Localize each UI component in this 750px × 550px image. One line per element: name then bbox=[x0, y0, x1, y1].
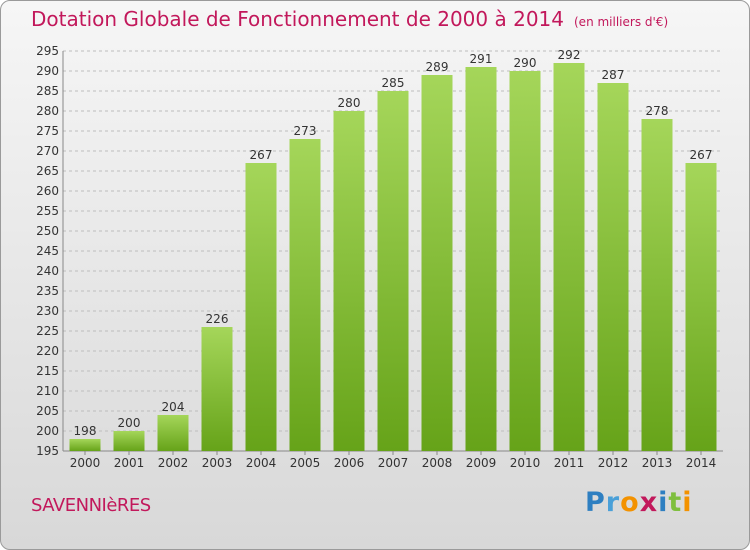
value-label: 292 bbox=[558, 48, 581, 62]
y-tick-label: 280 bbox=[36, 104, 59, 118]
y-tick-label: 235 bbox=[36, 284, 59, 298]
x-tick-label: 2005 bbox=[290, 456, 321, 470]
proxiti-logo: Proxiti bbox=[585, 487, 693, 518]
value-label: 226 bbox=[206, 312, 229, 326]
x-tick-label: 2001 bbox=[114, 456, 145, 470]
value-label: 198 bbox=[74, 424, 97, 438]
x-tick-label: 2014 bbox=[686, 456, 717, 470]
logo-letter: r bbox=[605, 487, 621, 518]
value-label: 267 bbox=[690, 148, 713, 162]
y-tick-label: 285 bbox=[36, 84, 59, 98]
value-labels: 198 200 204 226 267 273 280 285 289 291 290 292 287 2… bbox=[74, 48, 713, 438]
value-label: 287 bbox=[602, 68, 625, 82]
y-tick-label: 220 bbox=[36, 344, 59, 358]
chart-unit: (en milliers d'€) bbox=[574, 15, 669, 29]
x-tick-label: 2002 bbox=[158, 456, 189, 470]
y-tick-label: 215 bbox=[36, 364, 59, 378]
x-tick-label: 2010 bbox=[510, 456, 541, 470]
logo-letter: o bbox=[620, 487, 640, 518]
x-tick-label: 2012 bbox=[598, 456, 629, 470]
x-tick-label: 2011 bbox=[554, 456, 585, 470]
y-tick-label: 250 bbox=[36, 224, 59, 238]
y-tick-label: 245 bbox=[36, 244, 59, 258]
bar-2002 bbox=[157, 415, 189, 451]
title-row: Dotation Globale de Fonctionnement de 20… bbox=[31, 7, 668, 31]
bar-2007 bbox=[377, 91, 409, 451]
bar-2004 bbox=[245, 163, 277, 451]
bars bbox=[69, 63, 717, 451]
y-tick-label: 260 bbox=[36, 184, 59, 198]
value-label: 273 bbox=[294, 124, 317, 138]
chart-title: Dotation Globale de Fonctionnement de 20… bbox=[31, 7, 564, 31]
x-tick-label: 2013 bbox=[642, 456, 673, 470]
bar-2001 bbox=[113, 431, 145, 451]
x-tick-labels: 2000 2001 2002 2003 2004 2005 2006 2007 2008 2009… bbox=[70, 451, 717, 470]
y-tick-label: 265 bbox=[36, 164, 59, 178]
bar-2009 bbox=[465, 67, 497, 451]
logo-letter: i bbox=[682, 487, 693, 518]
y-tick-label: 275 bbox=[36, 124, 59, 138]
logo-letter: i bbox=[658, 487, 669, 518]
bar-2013 bbox=[641, 119, 673, 451]
bar-2008 bbox=[421, 75, 453, 451]
bar-2014 bbox=[685, 163, 717, 451]
y-tick-label: 225 bbox=[36, 324, 59, 338]
value-label: 200 bbox=[118, 416, 141, 430]
value-label: 204 bbox=[162, 400, 185, 414]
bar-2010 bbox=[509, 71, 541, 451]
logo-letter: P bbox=[585, 487, 606, 518]
y-tick-label: 270 bbox=[36, 144, 59, 158]
x-tick-label: 2006 bbox=[334, 456, 365, 470]
logo-letter: t bbox=[668, 487, 683, 518]
x-tick-label: 2004 bbox=[246, 456, 277, 470]
value-label: 285 bbox=[382, 76, 405, 90]
y-tick-labels: 195 200 205 210 215 220 225 230 235 240 245 250 255 2… bbox=[36, 44, 59, 458]
bar-2003 bbox=[201, 327, 233, 451]
commune-name: SAVENNIèRES bbox=[31, 495, 151, 516]
y-tick-label: 205 bbox=[36, 404, 59, 418]
y-tick-label: 290 bbox=[36, 64, 59, 78]
y-tick-label: 240 bbox=[36, 264, 59, 278]
x-tick-label: 2000 bbox=[70, 456, 101, 470]
bar-2011 bbox=[553, 63, 585, 451]
x-tick-label: 2003 bbox=[202, 456, 233, 470]
value-label: 267 bbox=[250, 148, 273, 162]
bar-2005 bbox=[289, 139, 321, 451]
x-tick-label: 2008 bbox=[422, 456, 453, 470]
logo-letter: x bbox=[639, 487, 659, 518]
x-tick-label: 2007 bbox=[378, 456, 409, 470]
bar-2012 bbox=[597, 83, 629, 451]
value-label: 290 bbox=[514, 56, 537, 70]
value-label: 291 bbox=[470, 52, 493, 66]
y-tick-label: 200 bbox=[36, 424, 59, 438]
y-tick-label: 195 bbox=[36, 444, 59, 458]
value-label: 280 bbox=[338, 96, 361, 110]
y-tick-label: 210 bbox=[36, 384, 59, 398]
value-label: 278 bbox=[646, 104, 669, 118]
y-tick-label: 230 bbox=[36, 304, 59, 318]
y-tick-label: 295 bbox=[36, 44, 59, 58]
value-label: 289 bbox=[426, 60, 449, 74]
bar-2006 bbox=[333, 111, 365, 451]
x-tick-label: 2009 bbox=[466, 456, 497, 470]
y-tick-label: 255 bbox=[36, 204, 59, 218]
bar-2000 bbox=[69, 439, 101, 451]
